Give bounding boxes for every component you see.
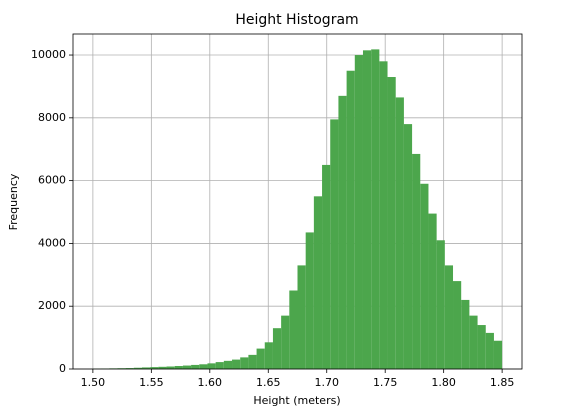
- bar: [420, 183, 429, 369]
- bar: [436, 240, 445, 369]
- bar: [379, 61, 388, 369]
- x-tick-label: 1.55: [139, 376, 164, 389]
- bar: [461, 299, 470, 369]
- bar: [444, 265, 454, 369]
- bar: [215, 362, 224, 369]
- bar: [477, 325, 486, 369]
- x-tick-label: 1.80: [431, 376, 456, 389]
- y-axis-label: Frequency: [7, 173, 20, 230]
- bar: [141, 367, 151, 369]
- bar: [428, 213, 437, 369]
- x-tick-label: 1.85: [490, 376, 515, 389]
- x-tick-label: 1.50: [81, 376, 106, 389]
- x-tick-label: 1.75: [373, 376, 398, 389]
- bar: [297, 265, 306, 369]
- bar: [264, 342, 273, 369]
- bar: [158, 366, 167, 369]
- bar: [272, 328, 282, 369]
- bar: [232, 359, 241, 369]
- bar: [133, 367, 142, 369]
- bar: [207, 363, 216, 369]
- bar: [289, 290, 298, 369]
- y-tick-label: 6000: [38, 174, 66, 187]
- bar: [362, 50, 372, 370]
- x-tick-label: 1.60: [198, 376, 223, 389]
- bar: [387, 77, 396, 369]
- bar: [182, 365, 192, 369]
- y-tick-label: 4000: [38, 236, 66, 249]
- bar: [338, 95, 347, 369]
- bar: [313, 196, 323, 369]
- y-tick-label: 0: [59, 362, 66, 375]
- bar: [199, 364, 208, 369]
- chart-title: Height Histogram: [235, 12, 358, 28]
- bar: [248, 354, 257, 369]
- bar: [330, 119, 339, 369]
- bar: [305, 232, 314, 369]
- bar: [150, 367, 159, 369]
- bar: [403, 124, 413, 369]
- bar: [412, 153, 421, 369]
- bar: [166, 366, 175, 369]
- bar: [191, 364, 200, 369]
- x-axis-label: Height (meters): [253, 394, 340, 407]
- bar: [174, 366, 183, 369]
- bar: [371, 49, 380, 370]
- bar: [346, 70, 355, 370]
- bar: [256, 348, 265, 369]
- x-tick-label: 1.65: [256, 376, 281, 389]
- bar: [395, 97, 404, 369]
- bar: [469, 315, 478, 369]
- y-tick-label: 2000: [38, 299, 66, 312]
- bar: [485, 332, 494, 369]
- plot-frame: [72, 33, 523, 370]
- bar: [223, 360, 233, 369]
- bar: [125, 368, 134, 369]
- bar: [453, 281, 462, 369]
- bar: [240, 357, 249, 369]
- y-tick-label: 8000: [38, 111, 66, 124]
- bar: [354, 55, 363, 369]
- bar: [322, 164, 331, 369]
- y-tick-label: 10000: [31, 48, 66, 61]
- x-tick-label: 1.70: [314, 376, 339, 389]
- bar: [281, 315, 290, 369]
- bar: [493, 340, 503, 369]
